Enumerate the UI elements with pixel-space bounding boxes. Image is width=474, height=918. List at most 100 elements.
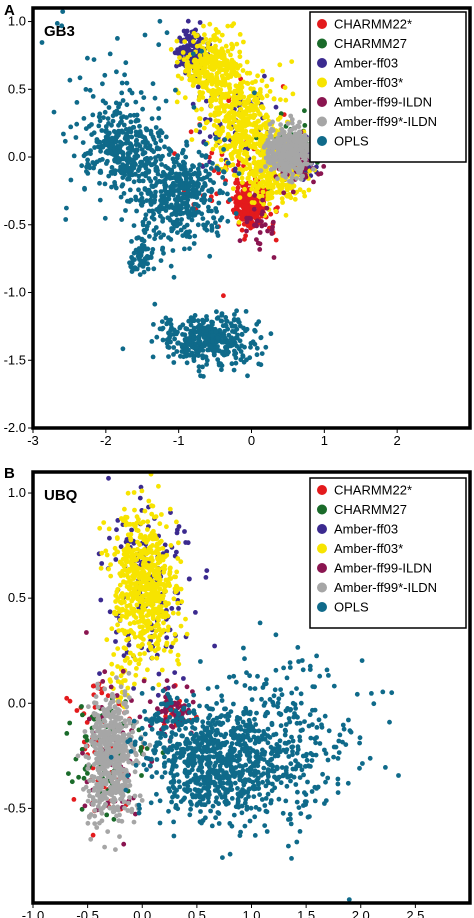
data-point [154,541,160,547]
data-point [216,170,222,176]
data-point [231,317,237,323]
data-point [221,62,226,68]
data-point [119,90,125,96]
data-point [236,127,242,133]
data-point [164,321,170,327]
data-point [140,106,146,112]
data-point [185,59,190,65]
data-point [173,87,178,93]
data-point [199,187,205,193]
data-point [142,140,148,146]
data-point [100,143,106,149]
data-point [86,704,91,710]
data-point [168,327,174,333]
data-point [253,165,259,171]
data-point [130,729,136,735]
data-point [209,64,215,70]
data-point [216,362,222,368]
data-point [151,266,157,272]
data-point [192,313,198,318]
data-point [197,94,202,100]
data-point [119,183,125,189]
data-point [222,181,228,187]
data-point [159,512,164,517]
data-point [198,70,204,76]
data-point [137,595,143,601]
data-point [184,234,190,239]
data-point [82,729,88,734]
data-point [252,222,257,228]
data-point [109,165,115,170]
data-point [150,208,155,214]
data-point [256,118,261,124]
data-point [157,18,163,24]
data-point [284,185,290,191]
legend-marker [317,77,327,88]
data-point [178,586,184,592]
data-point [238,212,244,218]
data-point [168,317,174,323]
data-point [134,557,140,562]
data-point [209,186,214,192]
data-point [84,169,89,174]
data-point [120,668,126,674]
data-point [225,23,231,29]
data-point [173,159,179,165]
data-point [131,490,137,495]
data-point [262,73,267,79]
data-point [249,200,255,205]
data-point [39,40,45,45]
data-point [294,176,299,181]
data-point [162,614,168,620]
data-point [180,200,186,206]
data-point [239,343,245,348]
data-point [164,337,170,343]
data-point [275,176,280,182]
data-point [297,119,302,125]
data-point [153,168,159,174]
data-point [141,261,147,267]
data-point [302,108,307,114]
data-point [139,773,144,778]
data-point [233,355,239,361]
data-point [64,205,69,211]
data-point [181,28,187,34]
data-point [152,534,158,540]
panel-letter-b: B [4,465,15,482]
data-point [295,154,300,160]
data-point [153,176,158,181]
data-point [165,627,171,633]
data-point [174,583,179,589]
data-point [194,202,199,207]
y-tick-label: -2.0 [4,420,26,435]
data-point [196,368,202,374]
data-point [258,181,264,187]
data-point [199,48,205,54]
data-point [215,233,221,238]
data-point [221,334,227,339]
data-point [179,195,185,201]
data-point [239,227,245,233]
data-point [213,136,219,141]
data-point [109,184,114,190]
data-point [80,712,85,718]
y-tick-label: -0.5 [4,217,26,232]
data-point [176,524,182,529]
data-point [112,806,117,812]
data-point [183,68,188,74]
data-point [248,86,254,92]
data-point [252,145,258,151]
data-point [127,260,132,266]
data-point [241,39,246,45]
data-point [291,151,297,157]
data-point [163,134,169,140]
data-point [288,163,294,169]
data-point [290,157,295,163]
data-point [291,125,297,130]
data-point [257,241,263,247]
data-point [183,616,188,622]
data-point [254,185,260,191]
data-point [252,90,257,96]
data-point [228,74,234,79]
data-point [149,193,155,199]
